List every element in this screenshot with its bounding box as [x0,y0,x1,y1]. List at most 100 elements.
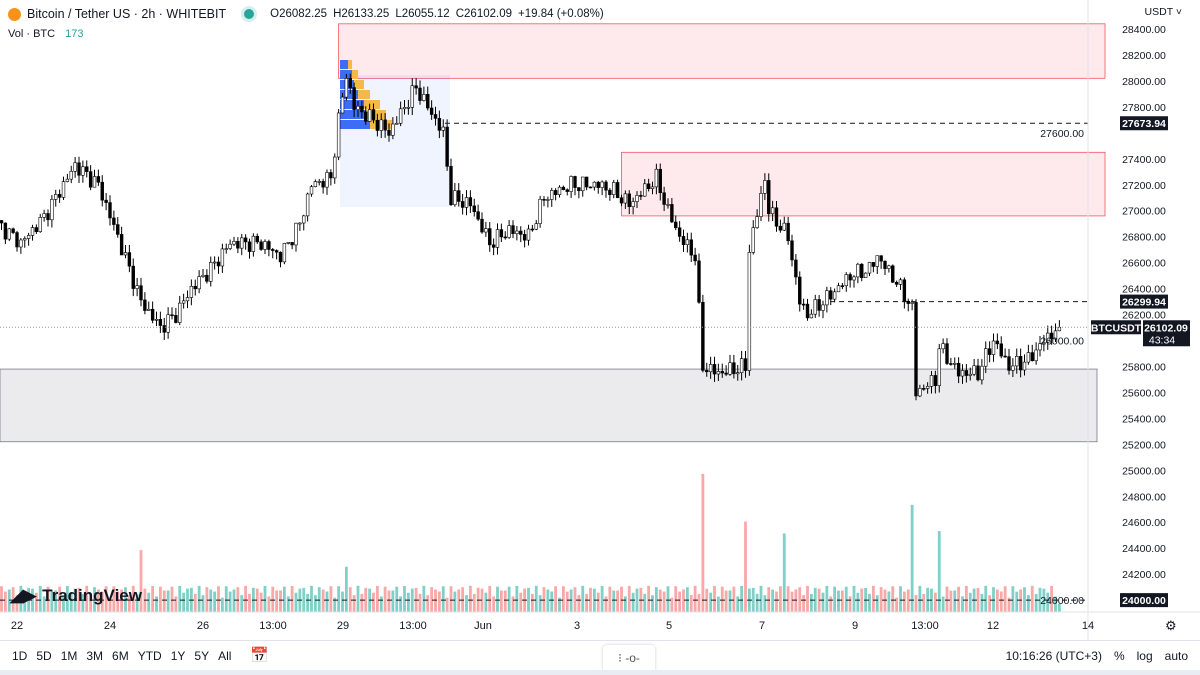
currency-selector[interactable]: USDT ˅ [1144,6,1182,18]
candle-body [57,194,62,198]
candle-body [619,197,624,204]
candle-body [19,239,23,248]
candle-body [212,261,217,264]
timeframe-5y[interactable]: 5Y [194,649,210,663]
candle-body [352,87,356,110]
candle-body [840,285,845,288]
price-tick-label: 25600.00 [1122,387,1166,399]
volume-bar [550,591,554,612]
clock[interactable]: 10:16:26 (UTC+3) [1005,649,1102,663]
volume-bar [813,587,817,612]
timeframe-1d[interactable]: 1D [12,649,28,663]
volume-bar [662,591,666,612]
candle-body [627,193,631,207]
percent-toggle[interactable]: % [1113,649,1125,663]
volume-bar [744,521,747,612]
candle-body [592,181,597,188]
volume-bar [720,586,724,612]
candle-body [604,181,608,191]
timeframe-1y[interactable]: 1Y [170,649,186,663]
volume-bar [403,585,406,612]
candle-body [240,237,244,249]
candle-body [615,182,620,199]
candle-body [817,299,821,311]
timeframe-5d[interactable]: 5D [36,649,52,663]
candle-body [313,181,318,187]
candle-body [770,207,775,215]
volume-bar [465,595,468,612]
level-price-badge [1120,294,1168,309]
time-axis-label: 7 [758,620,766,632]
volume-bar [344,566,348,612]
volume-bar [945,586,949,612]
volume-bar [240,595,244,612]
candle-body [755,216,759,228]
volume-bar [689,595,693,612]
volume-bar [554,586,558,612]
volume-bar [829,596,833,612]
volume-profile-bar [352,70,358,79]
candle-body [488,228,492,246]
candle-body [499,229,504,238]
volume-bar [1011,586,1015,612]
timeframe-1m[interactable]: 1M [60,649,78,663]
drawing-handle[interactable]: ⁝ ‑o‑ [603,645,655,673]
candle-body [375,119,380,131]
volume-bar [740,585,744,612]
symbol-title[interactable]: Bitcoin / Tether US · 2h · WHITEBIT [27,7,227,21]
candle-body [798,276,802,305]
volume-bar [275,590,279,612]
candle-body [333,156,337,179]
candle-body [918,388,922,397]
volume-bar [89,595,93,612]
volume-bar [964,585,968,612]
candle-body [968,373,972,376]
volume-bar [837,590,840,612]
timeframe-ytd[interactable]: YTD [137,649,162,663]
volume-bar [1050,585,1054,612]
volume-bar [492,596,496,612]
volume-bar [895,597,899,612]
candle-body [608,189,612,195]
volume-bar [23,593,27,612]
log-toggle[interactable]: log [1136,649,1153,663]
volume-bar [1003,586,1007,612]
price-tick-label: 25800.00 [1122,361,1166,373]
candle-body [906,300,910,304]
volume-bar [263,585,267,612]
candle-body [96,176,101,183]
price-chart[interactable]: 28400.00 28200.00 28000.00 27800.00 27600.00… [0,0,1200,640]
timeframe-all[interactable]: All [218,649,232,663]
candle-body [937,348,941,386]
volume-bar [565,591,569,612]
volume-bar [809,593,813,612]
volume-bar [778,586,782,612]
candle-body [429,107,434,115]
volume-bar [961,596,964,612]
candle-body [7,228,11,240]
price-tick-label: 27200.00 [1122,180,1166,192]
auto-toggle[interactable]: auto [1164,649,1188,663]
candle-body [344,78,349,98]
volume-bar [643,593,647,612]
volume-bar [519,592,523,612]
candle-body [883,260,887,269]
candle-body [336,112,341,158]
price-tick-label: 25200.00 [1122,439,1166,451]
volume-bar [697,593,701,612]
volume-bar [980,593,984,612]
volume-bar [538,595,542,612]
timeframe-6m[interactable]: 6M [112,649,129,663]
volume-bar [302,587,306,612]
candle-body [181,300,186,304]
timeframe-3m[interactable]: 3M [86,649,104,663]
candle-body [515,230,519,234]
settings-icon[interactable]: ⚙ [1165,618,1177,633]
candle-body [158,319,163,326]
calendar-range-icon[interactable]: 📅 [250,647,269,664]
volume-bar [11,587,15,612]
candle-body [1057,326,1062,332]
candle-body [243,237,248,243]
candle-body [112,217,116,225]
candle-body [635,195,639,202]
